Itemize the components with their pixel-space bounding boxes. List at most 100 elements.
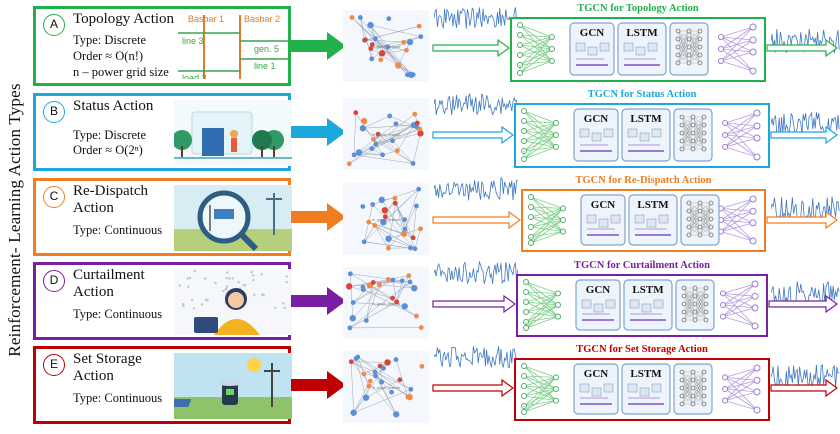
lstm-label: LSTM <box>630 368 662 380</box>
input-layer <box>521 108 559 162</box>
lstm-block: LSTM <box>621 108 671 162</box>
input-timeseries <box>434 346 518 368</box>
output-layer <box>718 195 757 245</box>
gcn-block: GCN <box>573 363 619 415</box>
action-row-a: A Topology Action Type: Discrete Order ≈ O… <box>0 3 840 90</box>
redispatch-illustration <box>174 185 292 251</box>
tgcn-architecture: GCN LSTM <box>528 194 757 246</box>
tgcn-output-arrow <box>768 295 838 313</box>
action-row-d: D Curtailment Action Type: Continuous re_gr… <box>0 260 840 346</box>
lstm-block: LSTM <box>621 363 671 415</box>
output-layer <box>720 280 759 330</box>
gcn-block: GCN <box>575 279 621 331</box>
input-layer <box>528 194 566 246</box>
dense-network-block <box>669 22 709 76</box>
graph-to-tgcn-arrow <box>432 295 516 313</box>
gcn-label: GCN <box>580 27 605 39</box>
action-card: D Curtailment Action Type: Continuous <box>33 262 292 340</box>
tgcn-title: TGCN for Re-Dispatch Action <box>575 175 712 186</box>
tgcn-title: TGCN for Set Storage Action <box>576 344 708 355</box>
graph-network-label: re_graph_network <box>372 302 400 306</box>
action-card: E Set Storage Action Type: Continuous <box>33 346 292 424</box>
action-title: Re-Dispatch Action <box>73 183 148 216</box>
tgcn-output-arrow <box>770 126 838 144</box>
input-timeseries <box>434 261 518 285</box>
action-description: Type: Discrete Order ≈ O(n!) n – power g… <box>73 33 169 79</box>
lstm-block: LSTM <box>628 194 678 246</box>
action-row-c: C Re-Dispatch Action Type: Continuous re_gr… <box>0 175 840 262</box>
tgcn-model-box: GCN LSTM <box>521 189 766 252</box>
input-timeseries <box>434 7 518 30</box>
action-card: C Re-Dispatch Action Type: Continuous <box>33 178 292 256</box>
lstm-label: LSTM <box>632 284 664 296</box>
input-timeseries <box>434 93 518 116</box>
graph-network-image: re_graph_network <box>343 267 429 339</box>
graph-network-image: re_graph_network <box>343 351 429 423</box>
topology-label-line1: line 1 <box>254 61 276 71</box>
graph-network-image: re_graph_network <box>343 10 429 82</box>
tgcn-title: TGCN for Curtailment Action <box>573 260 710 271</box>
lstm-block: LSTM <box>623 279 673 331</box>
output-layer <box>718 23 757 75</box>
graph-to-tgcn-arrow <box>432 126 514 144</box>
tgcn-model-box: GCN LSTM <box>510 17 766 82</box>
dense-network-block <box>673 108 713 162</box>
action-card: B Status Action Type: Discrete Order ≈ O(2… <box>33 93 292 171</box>
topology-busbar-diagram: Basbar 1 Basbar 2 line 3 gen. 5 line 1 load 3 <box>178 14 290 79</box>
action-to-graph-arrow <box>291 371 346 399</box>
storage-illustration <box>174 353 292 419</box>
tgcn-output-arrow <box>766 211 838 229</box>
action-title: Set Storage Action <box>73 351 142 384</box>
dense-network-block <box>675 279 715 331</box>
graph-to-tgcn-arrow <box>432 211 521 229</box>
action-to-graph-arrow <box>291 287 346 315</box>
input-timeseries <box>434 177 518 201</box>
action-description: Type: Continuous <box>73 223 163 237</box>
gcn-label: GCN <box>591 199 616 211</box>
graph-network-label: re_graph_network <box>372 45 400 49</box>
tgcn-model-box: GCN LSTM <box>516 274 768 337</box>
output-timeseries <box>771 364 840 389</box>
graph-network-image: re_graph_network <box>343 183 429 255</box>
action-letter-badge: D <box>43 270 65 292</box>
gcn-label: GCN <box>584 368 609 380</box>
input-layer <box>521 363 559 415</box>
status-illustration <box>174 100 292 166</box>
tgcn-title: TGCN for Topology Action <box>577 3 699 14</box>
lstm-label: LSTM <box>630 113 662 125</box>
tgcn-output-arrow <box>770 379 838 397</box>
gcn-block: GCN <box>569 22 615 76</box>
tgcn-architecture: GCN LSTM <box>517 22 757 76</box>
action-to-graph-arrow <box>291 118 346 146</box>
action-description: Type: Continuous <box>73 391 163 405</box>
action-card: A Topology Action Type: Discrete Order ≈ O… <box>33 6 291 86</box>
output-layer <box>722 109 761 161</box>
action-to-graph-arrow <box>291 32 346 60</box>
curtailment-illustration <box>174 269 292 335</box>
tgcn-output-arrow <box>766 39 838 57</box>
lstm-label: LSTM <box>626 27 658 39</box>
input-layer <box>523 279 561 331</box>
tgcn-model-box: GCN LSTM <box>514 103 770 168</box>
action-title: Topology Action <box>73 11 175 27</box>
topology-label-load3: load 3 <box>182 73 207 79</box>
topology-label-line3: line 3 <box>182 36 204 46</box>
gcn-block: GCN <box>580 194 626 246</box>
dense-network-block <box>680 194 720 246</box>
action-letter-badge: B <box>43 101 65 123</box>
gcn-label: GCN <box>586 284 611 296</box>
lstm-block: LSTM <box>617 22 667 76</box>
graph-network-image: re_graph_network <box>343 98 429 170</box>
action-letter-badge: E <box>43 354 65 376</box>
tgcn-model-box: GCN LSTM <box>514 358 770 421</box>
input-layer <box>517 22 555 76</box>
graph-to-tgcn-arrow <box>432 379 514 397</box>
graph-network-label: re_graph_network <box>372 218 400 222</box>
action-letter-badge: A <box>43 14 65 36</box>
action-description: Type: Discrete Order ≈ O(2ⁿ) <box>73 128 147 157</box>
topology-label-busbar1: Basbar 1 <box>188 14 224 24</box>
action-title: Status Action <box>73 98 154 114</box>
action-title: Curtailment Action <box>73 267 145 300</box>
action-row-b: B Status Action Type: Discrete Order ≈ O(2… <box>0 89 840 177</box>
action-letter-badge: C <box>43 186 65 208</box>
